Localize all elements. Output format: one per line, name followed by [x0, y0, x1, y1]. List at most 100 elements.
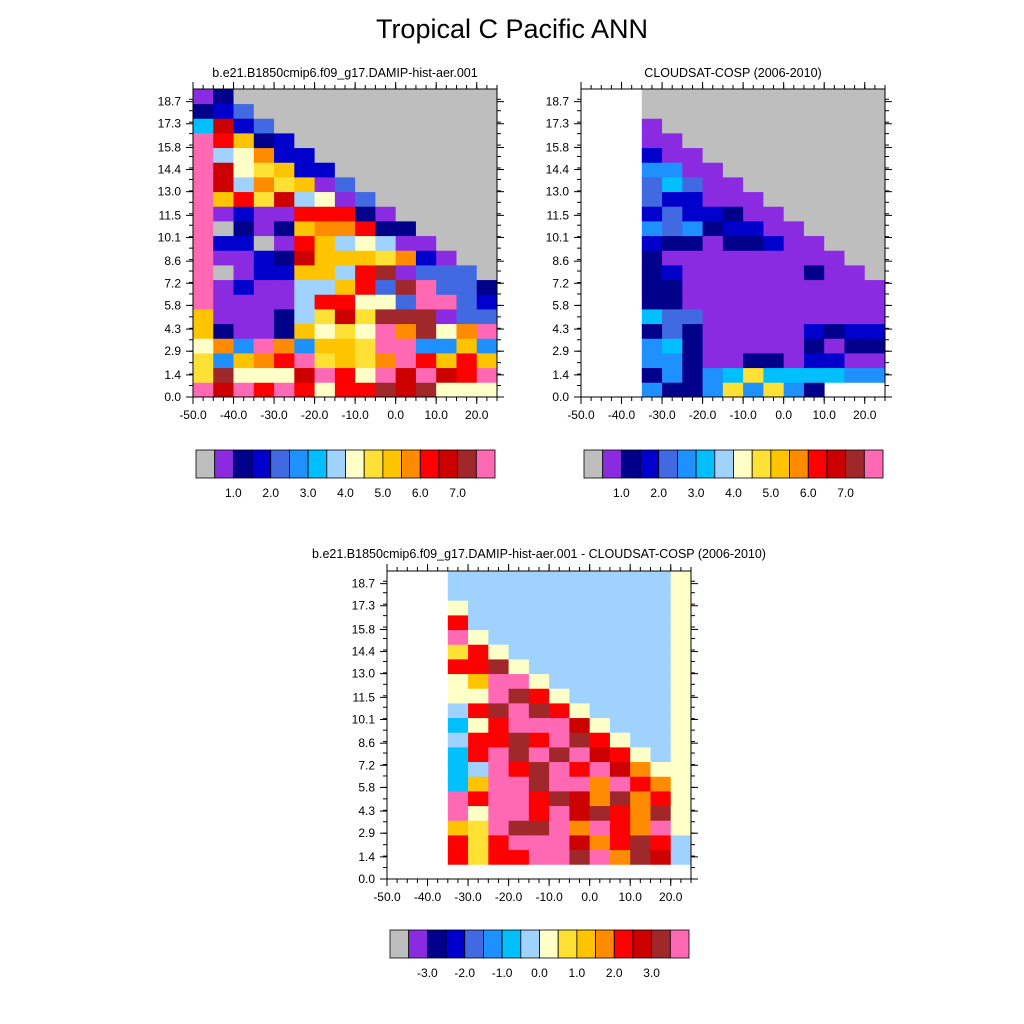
heatmap-cell — [415, 338, 437, 354]
heatmap-cell — [609, 747, 631, 763]
heatmap-cell — [824, 323, 845, 339]
heatmap-cell — [803, 250, 825, 266]
heatmap-cell — [569, 717, 591, 733]
heatmap-cell — [456, 367, 478, 383]
heatmap-cell — [233, 191, 255, 207]
heatmap-cell — [334, 162, 356, 178]
heatmap-cell — [375, 147, 397, 163]
heatmap-cell — [549, 659, 570, 675]
heatmap-cell — [415, 323, 437, 339]
heatmap-cell — [641, 206, 663, 222]
heatmap-cell — [468, 791, 489, 807]
heatmap-cell — [436, 338, 457, 354]
heatmap-cell — [253, 367, 275, 383]
heatmap-cell — [528, 805, 550, 821]
x-tick-label: -10.0 — [535, 890, 563, 904]
heatmap-cell — [213, 323, 234, 339]
x-tick-label: -40.0 — [414, 890, 442, 904]
heatmap-cell — [650, 673, 672, 689]
heatmap-cell — [549, 600, 570, 616]
heatmap-cell — [844, 103, 866, 119]
heatmap-cell — [763, 147, 785, 163]
heatmap-cell — [670, 747, 692, 763]
heatmap-cell — [193, 367, 214, 383]
heatmap-cell — [294, 235, 315, 251]
colorbar-box — [289, 449, 309, 479]
heatmap-cell — [722, 382, 744, 398]
heatmap-cell — [824, 191, 845, 207]
heatmap-cell — [783, 103, 805, 119]
heatmap-cell — [355, 382, 376, 398]
heatmap-cell — [763, 353, 785, 369]
colorbar-box — [620, 449, 641, 479]
colorbar-label: 5.0 — [763, 486, 780, 500]
heatmap-cell — [763, 221, 785, 237]
heatmap-cell — [468, 805, 489, 821]
colorbar-box — [464, 929, 484, 959]
heatmap-cell — [722, 89, 744, 105]
heatmap-cell — [213, 265, 234, 281]
heatmap-cell — [864, 118, 886, 134]
heatmap-cell — [864, 191, 886, 207]
heatmap-cell — [294, 323, 315, 339]
heatmap-cell — [783, 89, 805, 105]
panel-3: b.e21.B1850cmip6.f09_g17.DAMIP-hist-aer.… — [312, 547, 766, 980]
heatmap-cell — [375, 177, 397, 193]
heatmap-cell — [641, 89, 663, 105]
heatmap-cell — [488, 791, 509, 807]
heatmap-cell — [274, 133, 295, 149]
colorbar-label: 1.0 — [569, 966, 586, 980]
colorbar-label: 1.0 — [613, 486, 630, 500]
heatmap-cell — [609, 805, 631, 821]
heatmap-cell — [670, 629, 692, 645]
heatmap-cell — [476, 294, 498, 310]
heatmap-cell — [528, 776, 550, 792]
heatmap-cell — [803, 221, 825, 237]
panel-title: CLOUDSAT-COSP (2006-2010) — [644, 66, 821, 80]
heatmap-cell — [803, 206, 825, 222]
heatmap-cell — [864, 206, 886, 222]
heatmap-cell — [233, 265, 255, 281]
colorbar-box — [669, 929, 690, 959]
heatmap-cell — [662, 323, 683, 339]
heatmap-cell — [314, 250, 336, 266]
heatmap-cell — [682, 133, 703, 149]
heatmap-cell — [294, 265, 315, 281]
heatmap-cell — [609, 585, 631, 601]
heatmap-cell — [355, 133, 376, 149]
heatmap-cell — [641, 294, 663, 310]
heatmap-cell — [549, 615, 570, 631]
heatmap-cell — [569, 732, 591, 748]
heatmap-cell — [549, 820, 570, 836]
colorbar-box — [595, 929, 615, 959]
colorbar-box — [389, 929, 410, 959]
heatmap-cell — [569, 791, 591, 807]
heatmap-cell — [233, 206, 255, 222]
heatmap-cell — [213, 147, 234, 163]
y-tick-label: 15.8 — [158, 140, 182, 154]
heatmap-cell — [864, 309, 886, 325]
heatmap-cell — [844, 265, 866, 281]
x-tick-label: -40.0 — [608, 408, 636, 422]
heatmap-cell — [294, 118, 315, 134]
y-tick-label: 10.1 — [546, 230, 570, 244]
colorbar-box — [214, 449, 234, 479]
colorbar-box — [438, 449, 459, 479]
colorbar-box — [232, 449, 253, 479]
heatmap-cell — [468, 688, 489, 704]
heatmap-cell — [569, 644, 591, 660]
heatmap-cell — [334, 191, 356, 207]
heatmap-cell — [468, 820, 489, 836]
colorbar-box — [651, 929, 671, 959]
heatmap-cell — [864, 103, 886, 119]
heatmap-cell — [589, 659, 611, 675]
heatmap-cell — [476, 309, 498, 325]
colorbar-box — [658, 449, 678, 479]
heatmap-cell — [702, 191, 724, 207]
heatmap-cell — [589, 776, 611, 792]
panel-1: b.e21.B1850cmip6.f09_g17.DAMIP-hist-aer.… — [158, 66, 504, 500]
heatmap-cell — [456, 221, 478, 237]
heatmap-cell — [569, 615, 591, 631]
heatmap-cell — [630, 820, 651, 836]
x-tick-label: -50.0 — [373, 890, 401, 904]
